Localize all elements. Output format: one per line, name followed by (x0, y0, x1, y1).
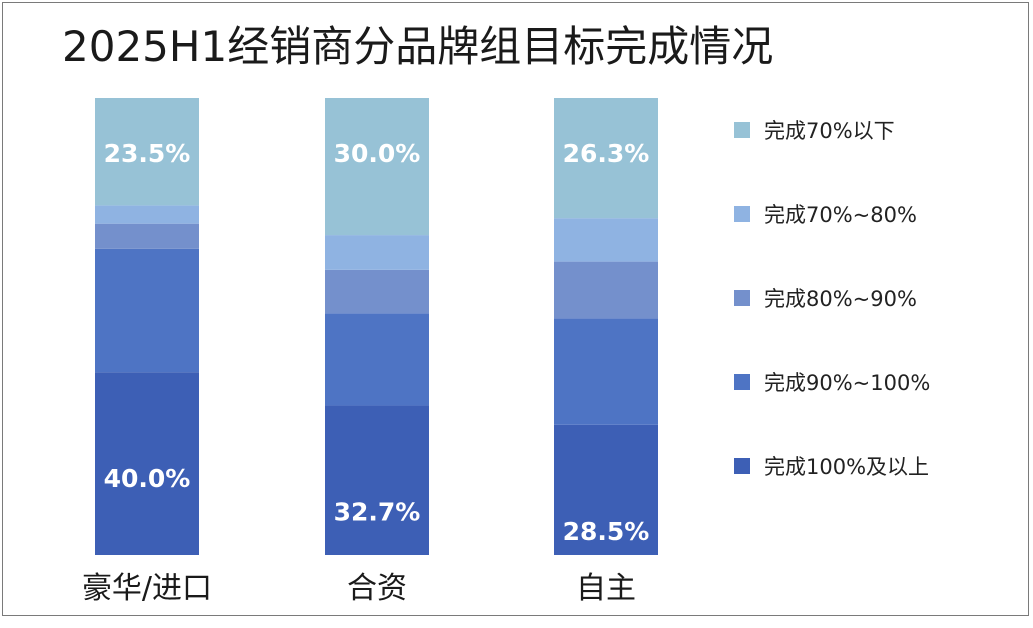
bar-segment (554, 424, 658, 555)
legend-entry: 完成90%~100% (764, 371, 930, 395)
bar-segment (95, 98, 199, 206)
legend-entry: 完成80%~90% (764, 287, 917, 311)
data-label: 28.5% (563, 517, 650, 546)
data-label: 40.0% (104, 464, 191, 493)
bar-segment (95, 223, 199, 249)
legend-entry: 完成100%及以上 (764, 455, 929, 479)
bar-segment (554, 318, 658, 425)
bar-segment (95, 248, 199, 373)
data-label: 26.3% (563, 139, 650, 168)
data-label: 30.0% (334, 139, 421, 168)
legend-swatch (734, 374, 750, 390)
bar-segment (325, 235, 429, 270)
data-label: 32.7% (334, 498, 421, 527)
category-label: 豪华/进口 (82, 571, 212, 606)
legend-swatch (734, 206, 750, 222)
legend-entry: 完成70%以下 (764, 119, 895, 143)
legend-entry: 完成70%~80% (764, 203, 917, 227)
category-labels-group: 豪华/进口 合资 自主 (82, 571, 636, 606)
bar-segment (325, 405, 429, 555)
bar-segment (554, 218, 658, 262)
bar-segment (325, 313, 429, 406)
bars-group (95, 98, 658, 555)
bar-segment (554, 261, 658, 319)
category-label: 自主 (576, 571, 636, 606)
bar-segment (554, 98, 658, 219)
data-label: 23.5% (104, 139, 191, 168)
bar-segment (95, 205, 199, 224)
legend-swatch (734, 122, 750, 138)
bar-segment (325, 269, 429, 314)
legend-swatch (734, 458, 750, 474)
chart-title: 2025H1经销商分品牌组目标完成情况 (62, 22, 774, 71)
segment-labels-group: 40.0% 23.5% 32.7% 30.0% 28.5% 26.3% (104, 139, 650, 546)
bar-segment (95, 372, 199, 555)
category-label: 合资 (347, 571, 407, 606)
bar-segment (325, 98, 429, 236)
legend-swatch (734, 290, 750, 306)
